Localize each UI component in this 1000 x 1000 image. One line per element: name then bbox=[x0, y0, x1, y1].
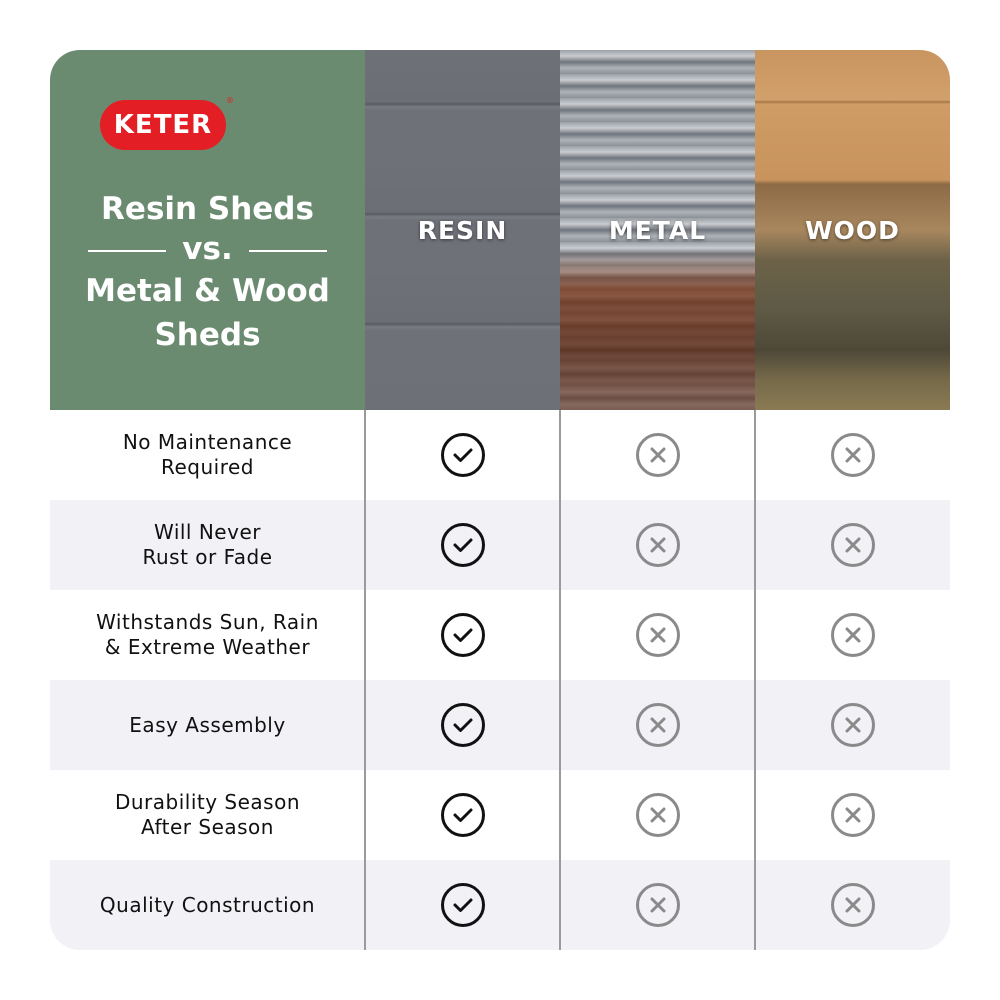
cell-resin bbox=[365, 590, 560, 680]
cell-resin bbox=[365, 410, 560, 500]
cell-resin bbox=[365, 770, 560, 860]
keter-logo: KETER bbox=[100, 100, 226, 150]
column-header-resin: RESIN bbox=[365, 50, 560, 410]
cell-wood bbox=[755, 590, 950, 680]
cell-metal bbox=[560, 590, 755, 680]
cell-wood bbox=[755, 500, 950, 590]
feature-label: Will Never Rust or Fade bbox=[142, 520, 273, 569]
title-line-1: Resin Sheds bbox=[101, 191, 314, 227]
x-circle-icon bbox=[635, 523, 680, 567]
check-circle-icon bbox=[440, 703, 485, 747]
cell-wood bbox=[755, 410, 950, 500]
comparison-table: No Maintenance Required Will Never Rust o… bbox=[50, 410, 950, 950]
table-row: Will Never Rust or Fade bbox=[50, 500, 950, 590]
cell-metal bbox=[560, 410, 755, 500]
divider-left bbox=[88, 250, 166, 252]
column-header-wood: WOOD bbox=[755, 50, 950, 410]
x-circle-icon bbox=[830, 703, 875, 747]
cell-wood bbox=[755, 680, 950, 770]
cell-wood bbox=[755, 860, 950, 950]
registered-mark: ® bbox=[226, 96, 234, 105]
cell-metal bbox=[560, 770, 755, 860]
x-circle-icon bbox=[830, 433, 875, 477]
check-circle-icon bbox=[440, 883, 485, 927]
feature-label: Quality Construction bbox=[99, 892, 316, 917]
comparison-card: KETER ® Resin Sheds vs. Metal & Wood She… bbox=[50, 50, 950, 950]
x-circle-icon bbox=[635, 883, 680, 927]
feature-label: Easy Assembly bbox=[129, 712, 286, 737]
title-line-3: Metal & Wood bbox=[85, 273, 330, 309]
check-circle-icon bbox=[440, 793, 485, 837]
check-circle-icon bbox=[440, 433, 485, 477]
table-row: Quality Construction bbox=[50, 860, 950, 950]
feature-label: Durability Season After Season bbox=[114, 790, 301, 839]
table-row: Easy Assembly bbox=[50, 680, 950, 770]
x-circle-icon bbox=[635, 703, 680, 747]
title-line-2: vs. bbox=[182, 231, 233, 267]
title-line-4: Sheds bbox=[154, 317, 261, 353]
cell-resin bbox=[365, 860, 560, 950]
x-circle-icon bbox=[635, 793, 680, 837]
check-circle-icon bbox=[440, 523, 485, 567]
cell-metal bbox=[560, 680, 755, 770]
x-circle-icon bbox=[830, 523, 875, 567]
column-divider bbox=[559, 410, 561, 950]
x-circle-icon bbox=[830, 613, 875, 657]
column-header-metal: METAL bbox=[560, 50, 755, 410]
cell-resin bbox=[365, 680, 560, 770]
header: KETER ® Resin Sheds vs. Metal & Wood She… bbox=[50, 50, 950, 410]
x-circle-icon bbox=[830, 883, 875, 927]
divider-right bbox=[249, 250, 327, 252]
feature-label: Withstands Sun, Rain & Extreme Weather bbox=[96, 610, 319, 659]
title-panel: KETER ® Resin Sheds vs. Metal & Wood She… bbox=[50, 50, 365, 410]
table-row: Withstands Sun, Rain & Extreme Weather bbox=[50, 590, 950, 680]
column-divider bbox=[754, 410, 756, 950]
table-row: Durability Season After Season bbox=[50, 770, 950, 860]
check-circle-icon bbox=[440, 613, 485, 657]
cell-resin bbox=[365, 500, 560, 590]
x-circle-icon bbox=[635, 433, 680, 477]
column-divider bbox=[364, 410, 366, 950]
x-circle-icon bbox=[635, 613, 680, 657]
cell-metal bbox=[560, 860, 755, 950]
feature-label: No Maintenance Required bbox=[122, 430, 293, 479]
x-circle-icon bbox=[830, 793, 875, 837]
cell-wood bbox=[755, 770, 950, 860]
cell-metal bbox=[560, 500, 755, 590]
table-row: No Maintenance Required bbox=[50, 410, 950, 500]
